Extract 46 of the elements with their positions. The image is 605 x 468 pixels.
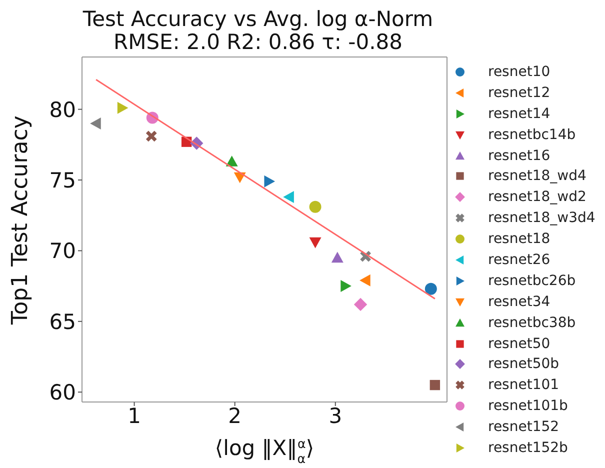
x-tick-label: 3 xyxy=(328,404,342,428)
point xyxy=(117,102,128,114)
point xyxy=(309,200,322,213)
legend-label: resnet18_w3d4 xyxy=(488,210,596,226)
y-tick-label: 80 xyxy=(49,98,76,122)
point xyxy=(360,250,372,262)
legend-label: resnet101b xyxy=(488,398,568,414)
y-tick-label: 75 xyxy=(49,168,76,192)
point xyxy=(226,156,238,166)
point xyxy=(283,190,294,203)
point xyxy=(424,282,437,295)
legend-label: resnet101 xyxy=(488,377,560,394)
y-axis-title: Top1 Test Accuracy xyxy=(8,116,33,326)
legend-label: resnet16 xyxy=(488,148,550,164)
x-tick-label: 1 xyxy=(128,404,141,428)
x-tick-label: 2 xyxy=(228,404,242,428)
point xyxy=(145,130,158,142)
legend-label: resnet18_wd4 xyxy=(488,168,586,184)
legend-label: resnet50 xyxy=(488,336,550,352)
point xyxy=(309,237,322,248)
point xyxy=(354,298,368,312)
y-tick-label: 60 xyxy=(49,380,76,405)
legend-label: resnet18_wd2 xyxy=(488,189,586,206)
legend-label: resnet26 xyxy=(488,252,550,268)
y-tick-label: 65 xyxy=(49,310,76,334)
legend-label: resnet152b xyxy=(488,440,568,456)
legend-label: resnetbc38b xyxy=(488,314,576,331)
legend-label: resnet14 xyxy=(488,106,550,122)
legend-label: resnet18 xyxy=(488,231,550,248)
point xyxy=(264,175,276,188)
legend-label: resnet50b xyxy=(488,356,560,372)
point xyxy=(430,380,440,390)
y-tick-label: 70 xyxy=(49,239,76,264)
point xyxy=(90,117,101,130)
x-axis-title: ⟨log ‖X‖$_{α}$$^{α}$⟩ xyxy=(214,436,314,466)
point xyxy=(331,252,344,263)
legend-label: resnet34 xyxy=(488,294,550,310)
legend-label: resnetbc14b xyxy=(488,126,576,143)
chart-title: Test Accuracy vs Avg. log α-Norm xyxy=(82,7,434,31)
legend-label: resnetbc26b xyxy=(488,272,576,289)
legend-label: resnet10 xyxy=(488,64,550,80)
legend-label: resnet152 xyxy=(488,419,560,436)
point xyxy=(360,274,370,286)
point xyxy=(340,280,352,292)
legend-label: resnet12 xyxy=(488,84,550,101)
chart-subtitle: RMSE: 2.0 R2: 0.86 τ: -0.88 xyxy=(112,30,404,54)
